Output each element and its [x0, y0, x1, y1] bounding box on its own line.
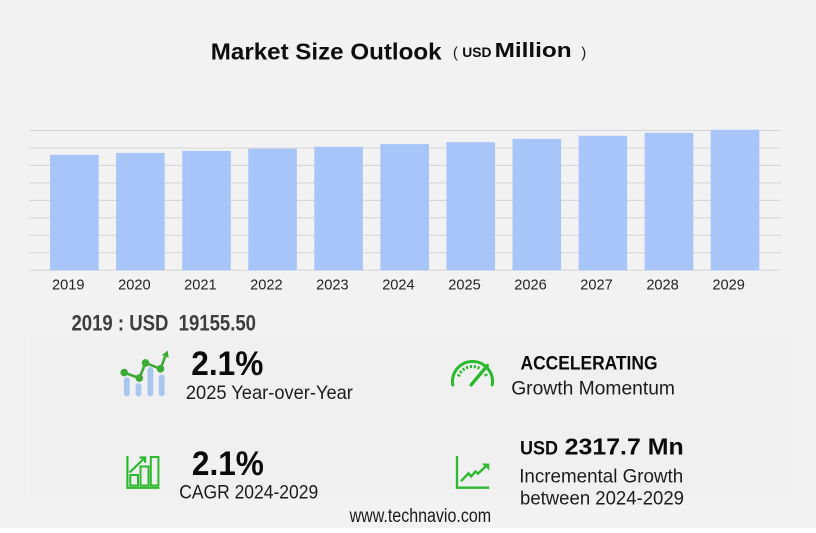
svg-text:2021: 2021 [184, 276, 217, 293]
svg-text:2025 Year-over-Year: 2025 Year-over-Year [186, 382, 354, 404]
svg-text:2024: 2024 [382, 276, 415, 293]
svg-text:2.1%: 2.1% [191, 345, 263, 383]
svg-text:USD: USD [520, 439, 558, 460]
svg-text:2020: 2020 [118, 276, 151, 293]
svg-text:2025: 2025 [448, 276, 481, 293]
svg-text:between 2024-2029: between 2024-2029 [520, 487, 684, 509]
svg-text:USD: USD [462, 44, 491, 60]
svg-text:2317.7 Mn: 2317.7 Mn [565, 434, 684, 460]
svg-text:2027: 2027 [580, 276, 613, 293]
svg-text:2019: 2019 [52, 276, 85, 293]
svg-text:(: ( [453, 45, 458, 62]
svg-text:): ) [581, 45, 586, 62]
svg-text:2.1%: 2.1% [192, 445, 264, 483]
svg-text:2022: 2022 [250, 276, 283, 293]
svg-text:2028: 2028 [646, 276, 679, 293]
svg-text:CAGR 2024-2029: CAGR 2024-2029 [179, 482, 318, 504]
svg-text:2026: 2026 [514, 276, 547, 293]
svg-text:Growth Momentum: Growth Momentum [511, 378, 675, 400]
svg-text:Million: Million [495, 40, 572, 62]
svg-text:ACCELERATING: ACCELERATING [521, 353, 658, 375]
svg-text:Incremental Growth: Incremental Growth [519, 465, 683, 487]
svg-text:www.technavio.com: www.technavio.com [349, 506, 491, 527]
svg-text:2029: 2029 [712, 276, 745, 293]
svg-text:2023: 2023 [316, 276, 349, 293]
svg-text:2019 : USD 19155.50: 2019 : USD 19155.50 [72, 311, 257, 336]
svg-text:Market Size Outlook: Market Size Outlook [211, 38, 443, 64]
